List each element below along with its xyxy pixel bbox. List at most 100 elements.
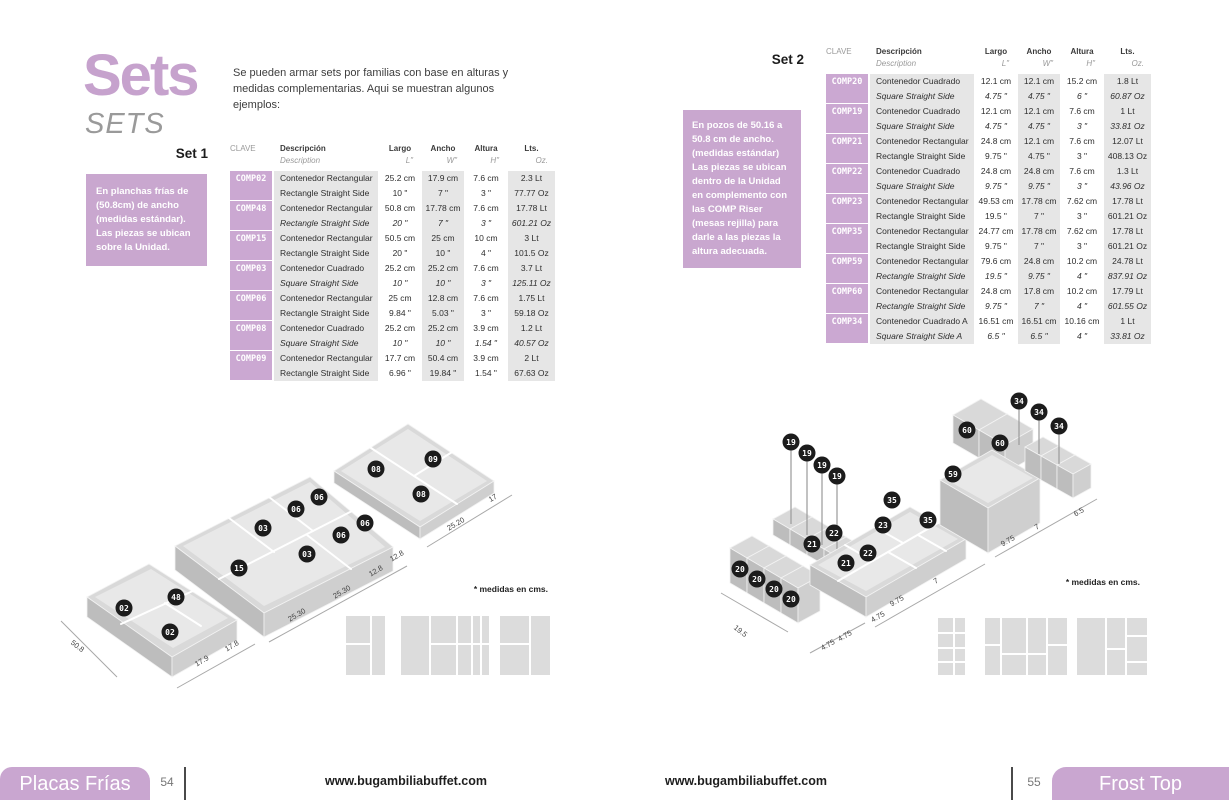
spec-ancho-cm: 17.8 cm [1023,286,1055,296]
spec-ancho-cm: 17.9 cm [427,173,459,183]
header-altura-unit: H" [490,156,499,165]
spec-clave: COMP15 [230,231,272,261]
spec-largo-in: 19.5 " [985,271,1007,281]
diagram-badge: 19 [782,433,800,451]
dimension-label: 17 [487,492,499,504]
spec-capacity: 17.78 Lt 601.21 Oz [508,201,555,231]
spec-largo-cm: 25.2 cm [384,173,416,183]
spec-ancho-cm: 24.8 cm [1023,166,1055,176]
spec-largo-cm: 24.8 cm [980,136,1012,146]
spec-largo-cm: 79.6 cm [980,256,1012,266]
page-number-right: 55 [1027,775,1041,789]
spec-clave: COMP23 [826,194,868,224]
spec-desc-en: Square Straight Side [876,181,955,191]
diagram-badge: 06 [332,526,350,544]
spec-desc-es: Contenedor Cuadrado [876,106,961,116]
diagram-badge: 60 [958,421,976,439]
spec-largo-cm: 24.8 cm [980,166,1012,176]
spec-altura-cm: 3.9 cm [473,353,499,363]
svg-text:02: 02 [165,628,175,637]
dimension-label: 7 [932,576,940,586]
spec-oz: 125.11 Oz [512,278,551,288]
spec-largo: 12.1 cm 4.75 " [976,74,1016,104]
spec-largo-cm: 12.1 cm [980,76,1012,86]
spec-largo: 25 cm 9.84 " [380,291,420,321]
spec-largo: 12.1 cm 4.75 " [976,104,1016,134]
spec-ancho-cm: 17.78 cm [425,203,461,213]
footer-tab-frost-top: Frost Top [1052,767,1229,800]
spec-description: Contenedor Cuadrado Square Straight Side [870,74,974,104]
diagram-badge: 60 [991,434,1009,452]
spec-desc-es: Contenedor Cuadrado [876,76,961,86]
website-url-left[interactable]: www.bugambiliabuffet.com [324,774,488,788]
spec-oz: 33.81 Oz [1110,121,1145,131]
set2-table-header: CLAVE Descripción Description Largo L" A… [826,46,1153,69]
spec-ancho: 25 cm 10 " [422,231,464,261]
set1-isometric-diagram: 0248021503060603060608090850.817.917.825… [60,423,513,689]
spec-ancho: 16.51 cm 6.5 " [1018,314,1060,344]
spec-largo: 25.2 cm 10 " [380,321,420,351]
set1-note-box: En planchas frías de (50.8cm) de ancho (… [86,174,207,267]
spec-desc-en: Square Straight Side [280,278,359,288]
spec-clave: COMP22 [826,164,868,194]
header-clave: CLAVE [230,144,256,153]
spec-largo-in: 9.75 " [985,301,1007,311]
spec-altura-in: 4 " [480,248,492,258]
spec-desc-es: Contenedor Rectangular [876,256,969,266]
header-descripcion: Descripción Description [274,143,378,166]
spec-largo: 17.7 cm 6.96 " [380,351,420,381]
svg-text:20: 20 [786,595,796,604]
plan-thumbnail [401,616,489,675]
spec-altura-cm: 3.9 cm [473,323,499,333]
svg-text:20: 20 [752,575,762,584]
diagram-badge: 21 [803,535,821,553]
spec-largo-in: 4.75 " [985,121,1007,131]
spec-ancho: 12.8 cm 5.03 " [422,291,464,321]
spec-description: Contenedor Rectangular Rectangle Straigh… [870,284,974,314]
svg-text:15: 15 [234,564,244,573]
spec-desc-es: Contenedor Rectangular [876,226,969,236]
page-number-left: 54 [160,775,174,789]
spec-desc-en: Rectangle Straight Side [280,368,370,378]
spec-description: Contenedor Rectangular Rectangle Straigh… [870,134,974,164]
spec-ancho: 17.78 cm 7 " [422,201,464,231]
spec-largo: 24.8 cm 9.75 " [976,134,1016,164]
diagram-badge: 35 [883,491,901,509]
diagram-badge: 20 [782,590,800,608]
spec-desc-es: Contenedor Cuadrado [280,263,365,273]
website-url-right[interactable]: www.bugambiliabuffet.com [664,774,828,788]
spec-desc-es: Contenedor Rectangular [280,203,373,213]
plan-thumbnail [500,616,550,675]
spec-ancho-cm: 25 cm [431,233,455,243]
spec-altura-in: 3 " [480,308,492,318]
spec-largo-in: 20 " [392,248,408,258]
spec-ancho-cm: 17.78 cm [1021,196,1057,206]
spec-altura: 7.6 cm 3 " [466,171,506,201]
footer-rule-left [184,767,186,800]
dimension-label: 19.5 [732,623,749,639]
spec-lts: 1.8 Lt [1116,76,1139,86]
dimension-lines [60,494,513,689]
spec-capacity: 17.78 Lt 601.21 Oz [1104,194,1151,224]
spec-description: Contenedor Rectangular Rectangle Straigh… [274,201,378,231]
diagram-badge: 19 [828,467,846,485]
header-clave: CLAVE [826,47,852,56]
spec-oz: 59.18 Oz [514,308,549,318]
spec-ancho-in: 4.75 " [1028,151,1050,161]
footer-rule-right [1011,767,1013,800]
spec-largo-in: 10 " [392,278,408,288]
spec-ancho-in: 5.03 " [432,308,454,318]
spec-desc-en: Square Straight Side [280,338,359,348]
tray-comp02-48 [86,563,238,678]
plan-thumbnail [985,618,1067,675]
spec-largo-in: 10 " [392,338,408,348]
svg-text:19: 19 [817,461,827,470]
diagram-badge: 15 [230,559,248,577]
spec-ancho: 24.8 cm 9.75 " [1018,254,1060,284]
spec-largo-in: 20 " [392,218,408,228]
svg-text:60: 60 [962,426,972,435]
spec-capacity: 17.79 Lt 601.55 Oz [1104,284,1151,314]
spec-altura-cm: 15.2 cm [1066,76,1098,86]
diagram-badge: 09 [424,450,442,468]
spec-clave: COMP35 [826,224,868,254]
